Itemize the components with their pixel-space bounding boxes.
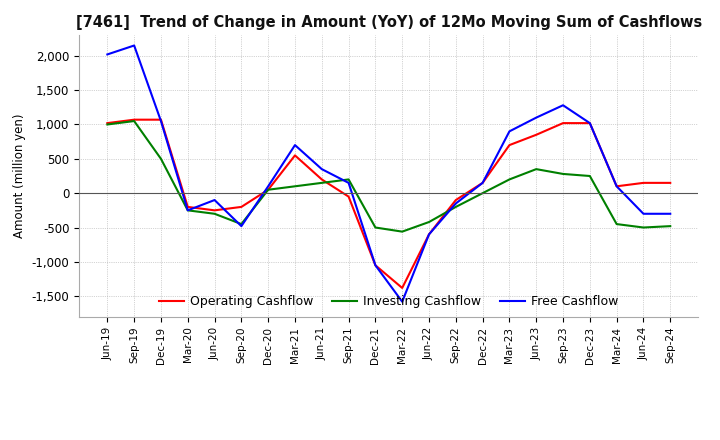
Operating Cashflow <box>451 198 460 203</box>
Operating Cashflow <box>505 143 514 148</box>
Free Cashflow <box>666 211 675 216</box>
Operating Cashflow <box>371 263 379 268</box>
Operating Cashflow <box>559 121 567 126</box>
Operating Cashflow <box>639 180 648 186</box>
Operating Cashflow <box>478 180 487 186</box>
Free Cashflow <box>371 263 379 268</box>
Investing Cashflow <box>451 204 460 209</box>
Investing Cashflow <box>237 221 246 227</box>
Operating Cashflow <box>103 121 112 126</box>
Operating Cashflow <box>425 232 433 237</box>
Free Cashflow <box>157 118 166 124</box>
Line: Operating Cashflow: Operating Cashflow <box>107 120 670 288</box>
Investing Cashflow <box>532 166 541 172</box>
Free Cashflow <box>130 43 138 48</box>
Operating Cashflow <box>318 177 326 182</box>
Line: Investing Cashflow: Investing Cashflow <box>107 121 670 231</box>
Free Cashflow <box>318 166 326 172</box>
Operating Cashflow <box>612 183 621 189</box>
Investing Cashflow <box>371 225 379 230</box>
Free Cashflow <box>344 180 353 186</box>
Investing Cashflow <box>398 229 407 234</box>
Investing Cashflow <box>130 118 138 124</box>
Legend: Operating Cashflow, Investing Cashflow, Free Cashflow: Operating Cashflow, Investing Cashflow, … <box>154 290 624 313</box>
Operating Cashflow <box>344 194 353 199</box>
Free Cashflow <box>532 115 541 120</box>
Investing Cashflow <box>184 208 192 213</box>
Investing Cashflow <box>612 221 621 227</box>
Operating Cashflow <box>585 121 594 126</box>
Free Cashflow <box>585 121 594 126</box>
Investing Cashflow <box>666 224 675 229</box>
Free Cashflow <box>425 232 433 237</box>
Investing Cashflow <box>478 191 487 196</box>
Free Cashflow <box>559 103 567 108</box>
Investing Cashflow <box>425 220 433 225</box>
Free Cashflow <box>103 52 112 57</box>
Investing Cashflow <box>505 177 514 182</box>
Investing Cashflow <box>559 171 567 176</box>
Free Cashflow <box>291 143 300 148</box>
Free Cashflow <box>398 299 407 304</box>
Operating Cashflow <box>532 132 541 137</box>
Line: Free Cashflow: Free Cashflow <box>107 45 670 302</box>
Investing Cashflow <box>344 177 353 182</box>
Free Cashflow <box>237 224 246 229</box>
Investing Cashflow <box>157 156 166 161</box>
Operating Cashflow <box>237 204 246 209</box>
Operating Cashflow <box>291 153 300 158</box>
Operating Cashflow <box>130 117 138 122</box>
Free Cashflow <box>478 180 487 186</box>
Free Cashflow <box>184 208 192 213</box>
Y-axis label: Amount (million yen): Amount (million yen) <box>13 114 26 238</box>
Operating Cashflow <box>264 187 272 192</box>
Operating Cashflow <box>666 180 675 186</box>
Investing Cashflow <box>639 225 648 230</box>
Free Cashflow <box>612 183 621 189</box>
Operating Cashflow <box>398 285 407 290</box>
Free Cashflow <box>264 183 272 189</box>
Operating Cashflow <box>184 204 192 209</box>
Free Cashflow <box>639 211 648 216</box>
Free Cashflow <box>210 198 219 203</box>
Investing Cashflow <box>103 122 112 127</box>
Free Cashflow <box>451 201 460 206</box>
Investing Cashflow <box>585 173 594 179</box>
Free Cashflow <box>505 129 514 134</box>
Investing Cashflow <box>264 187 272 192</box>
Operating Cashflow <box>157 117 166 122</box>
Title: [7461]  Trend of Change in Amount (YoY) of 12Mo Moving Sum of Cashflows: [7461] Trend of Change in Amount (YoY) o… <box>76 15 702 30</box>
Operating Cashflow <box>210 208 219 213</box>
Investing Cashflow <box>318 180 326 186</box>
Investing Cashflow <box>210 211 219 216</box>
Investing Cashflow <box>291 183 300 189</box>
